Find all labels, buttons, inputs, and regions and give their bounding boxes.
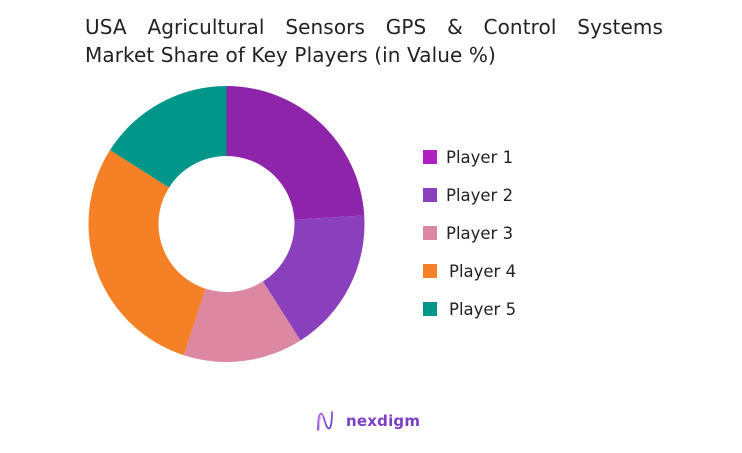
legend-label: Player 4 xyxy=(449,261,517,281)
donut-slice-1 xyxy=(226,86,365,220)
donut-slice-2 xyxy=(262,215,365,341)
legend-label: Player 3 xyxy=(446,223,514,243)
chart-title: USA Agricultural Sensors GPS & Control S… xyxy=(85,13,663,69)
title-word: Systems xyxy=(577,15,663,39)
title-word: Control xyxy=(483,15,557,39)
legend-swatch xyxy=(423,264,437,278)
nexdigm-logo-icon xyxy=(317,411,333,431)
donut-slice-4 xyxy=(88,150,206,356)
title-word: & xyxy=(447,15,463,39)
title-word: USA xyxy=(85,15,127,39)
legend-swatch xyxy=(423,226,437,240)
legend-item-player-3: Player 3 xyxy=(423,214,516,252)
nexdigm-logo-text: nexdigm xyxy=(346,412,421,430)
chart-title-line1: USA Agricultural Sensors GPS & Control S… xyxy=(85,13,663,41)
nexdigm-logo: nexdigm xyxy=(316,410,420,432)
legend-item-player-5: Player 5 xyxy=(423,290,516,328)
legend-label: Player 1 xyxy=(446,147,514,167)
legend-label: Player 2 xyxy=(446,185,514,205)
legend-item-player-4: Player 4 xyxy=(423,252,516,290)
chart-legend: Player 1 Player 2 Player 3 Player 4 Player 5 xyxy=(423,138,516,328)
donut-slice-5 xyxy=(109,86,227,188)
legend-item-player-2: Player 2 xyxy=(423,176,516,214)
legend-item-player-1: Player 1 xyxy=(423,138,516,176)
title-word: GPS xyxy=(385,15,427,39)
title-word: Sensors xyxy=(285,15,366,39)
legend-swatch xyxy=(423,150,437,164)
legend-swatch xyxy=(423,302,437,316)
legend-label: Player 5 xyxy=(449,299,517,319)
donut-slice-3 xyxy=(183,281,301,362)
legend-swatch xyxy=(423,188,437,202)
chart-title-line2: Market Share of Key Players (in Value %) xyxy=(85,43,496,67)
title-word: Agricultural xyxy=(147,15,265,39)
